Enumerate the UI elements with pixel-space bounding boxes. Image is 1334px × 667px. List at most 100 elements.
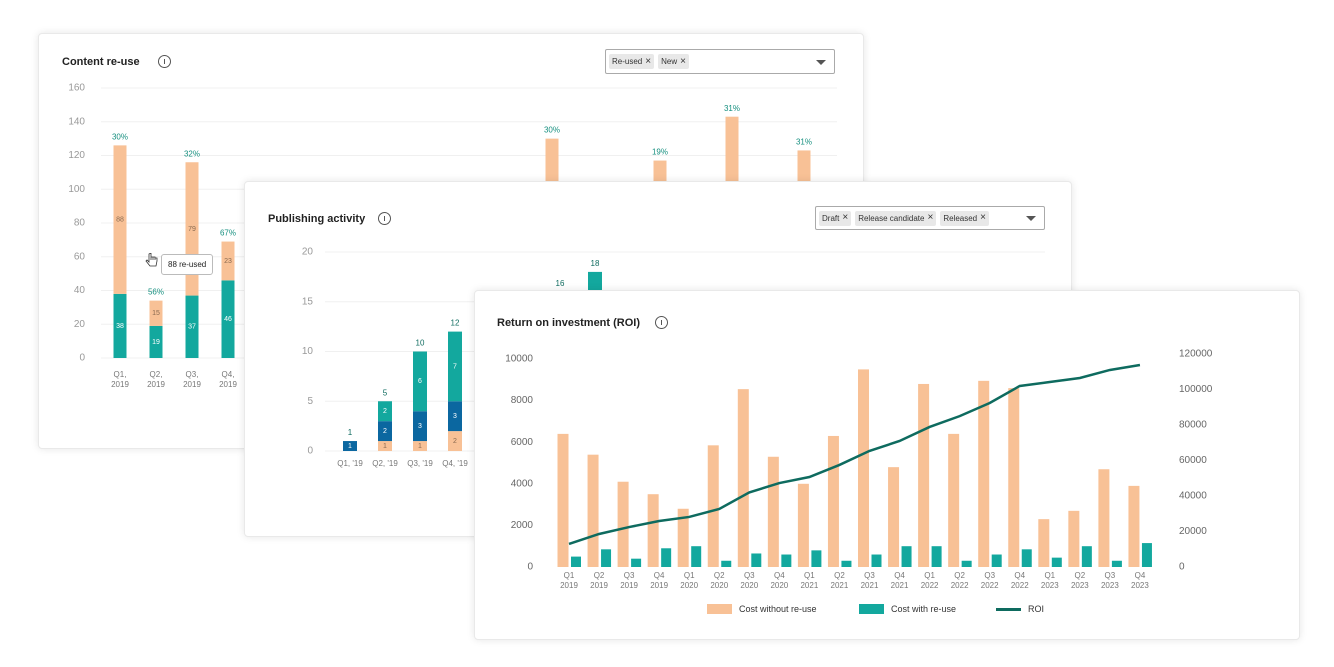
x-tick-label: Q4 2021 xyxy=(890,571,909,590)
x-tick-label: Q4 2020 xyxy=(770,571,789,590)
bar-segment xyxy=(413,411,427,442)
bar-segment xyxy=(413,351,427,412)
card-title: Return on investment (ROI) xyxy=(497,317,641,329)
y-tick-label: 100 xyxy=(68,184,85,195)
y-tick-label: 60 xyxy=(74,251,86,262)
dropdown-chevron[interactable] xyxy=(816,59,826,65)
x-tick-label: Q1, 2019 xyxy=(111,370,129,389)
x-tick-label: Q3, 2019 xyxy=(183,370,201,389)
total-label: 18 xyxy=(591,259,600,268)
chip-label: Re-used xyxy=(612,57,643,66)
segment-label: 7 xyxy=(453,363,457,370)
bar xyxy=(647,494,659,567)
bar xyxy=(978,380,990,567)
chip-remove[interactable]: × xyxy=(645,55,652,67)
segment-label: 19 xyxy=(152,339,160,346)
x-tick-label: Q4, '19 xyxy=(442,459,468,468)
total-label: 30% xyxy=(112,132,128,141)
x-tick-label: Q4 2023 xyxy=(1131,571,1149,590)
info-icon[interactable] xyxy=(378,212,391,225)
chart: 0200040006000800010000020000400006000080… xyxy=(505,349,1213,573)
bar xyxy=(841,560,852,567)
x-tick-label: Q1 2021 xyxy=(800,571,819,590)
bar xyxy=(901,546,912,567)
bar xyxy=(767,456,779,567)
x-tick-label: Q1 2022 xyxy=(920,571,939,590)
bar xyxy=(721,560,732,567)
info-icon[interactable] xyxy=(158,55,171,68)
legend-item[interactable]: Cost without re-use xyxy=(707,604,817,614)
bar xyxy=(811,550,822,567)
y2-tick-label: 120000 xyxy=(1179,349,1213,360)
x-tick-label: Q2 2023 xyxy=(1070,571,1089,590)
chip-label: Released xyxy=(943,213,978,223)
bar xyxy=(1038,519,1050,567)
chip-remove[interactable]: × xyxy=(680,55,686,67)
x-tick-label: Q1 2019 xyxy=(560,571,578,590)
x-tick-label: Q1 2020 xyxy=(680,571,699,590)
y2-tick-label: 60000 xyxy=(1179,455,1207,466)
y2-tick-label: 40000 xyxy=(1179,491,1207,502)
bar xyxy=(1068,510,1080,567)
total-label: 5 xyxy=(383,388,388,397)
line xyxy=(568,363,1141,546)
y-tick-label: 160 xyxy=(68,83,85,94)
filter-chip[interactable]: Release candidate × xyxy=(855,210,937,226)
bar xyxy=(871,554,882,567)
total-label: 16 xyxy=(556,279,565,288)
cursor-icon xyxy=(145,253,158,267)
legend-swatch xyxy=(859,604,884,614)
bar xyxy=(827,435,839,567)
segment-label: 79 xyxy=(188,226,196,233)
total-label: 30% xyxy=(544,126,560,135)
segment-label: 15 xyxy=(152,310,160,317)
y-tick-label: 40 xyxy=(74,285,86,296)
legend-swatch xyxy=(996,607,1021,611)
chip-remove[interactable]: × xyxy=(842,212,849,223)
total-label: 19% xyxy=(652,148,668,157)
bar-segment xyxy=(149,325,163,358)
legend-item[interactable]: ROI xyxy=(996,604,1044,614)
y-tick-label: 120 xyxy=(68,150,85,161)
bar-segment xyxy=(378,421,392,442)
bar xyxy=(1098,469,1110,567)
bar-segment xyxy=(113,145,127,294)
legend-item[interactable]: Cost with re-use xyxy=(859,604,956,614)
y-tick-label: 15 xyxy=(302,296,314,307)
y2-tick-label: 80000 xyxy=(1179,420,1207,431)
bar-segment xyxy=(378,441,392,451)
chip-remove[interactable]: × xyxy=(927,212,934,223)
card-title: Publishing activity xyxy=(268,213,366,225)
chip-remove[interactable]: × xyxy=(980,212,986,223)
segment-label: 2 xyxy=(383,428,387,435)
bar-segment xyxy=(221,241,235,281)
x-tick-label: Q4 2019 xyxy=(650,571,669,590)
bar-segment xyxy=(413,441,427,451)
segment-label: 1 xyxy=(383,443,387,450)
filter-dropdown[interactable]: Re-used × New × xyxy=(605,49,835,74)
x-tick-label: Q3 2020 xyxy=(740,571,759,590)
bar xyxy=(1111,560,1122,567)
filter-chip[interactable]: Released × xyxy=(940,210,989,226)
bar xyxy=(571,556,581,567)
dropdown-chevron[interactable] xyxy=(1026,216,1036,221)
legend-swatch xyxy=(707,604,732,614)
bar-segment xyxy=(448,401,462,432)
total-label: 12 xyxy=(451,319,460,328)
filter-chip[interactable]: Draft × xyxy=(819,210,852,226)
total-label: 67% xyxy=(220,229,236,238)
filter-chip[interactable]: Re-used × xyxy=(609,54,655,69)
segment-label: 2 xyxy=(383,408,387,415)
filter-chip[interactable]: New × xyxy=(658,54,689,69)
roi-card: 0 2000 4000 6000 8000 10000 0 20000 40000 60000 80… xyxy=(474,290,1300,640)
segment-label: 1 xyxy=(348,443,352,450)
bar xyxy=(781,554,792,567)
bar xyxy=(661,548,672,567)
filter-dropdown[interactable]: Draft × Release candidate × Released × xyxy=(815,206,1045,230)
bar xyxy=(601,549,612,567)
y-tick-label: 0 xyxy=(307,446,313,457)
bar xyxy=(737,389,749,567)
segment-label: 2 xyxy=(453,438,457,445)
segment-label: 3 xyxy=(418,423,422,430)
info-icon[interactable] xyxy=(655,316,668,329)
